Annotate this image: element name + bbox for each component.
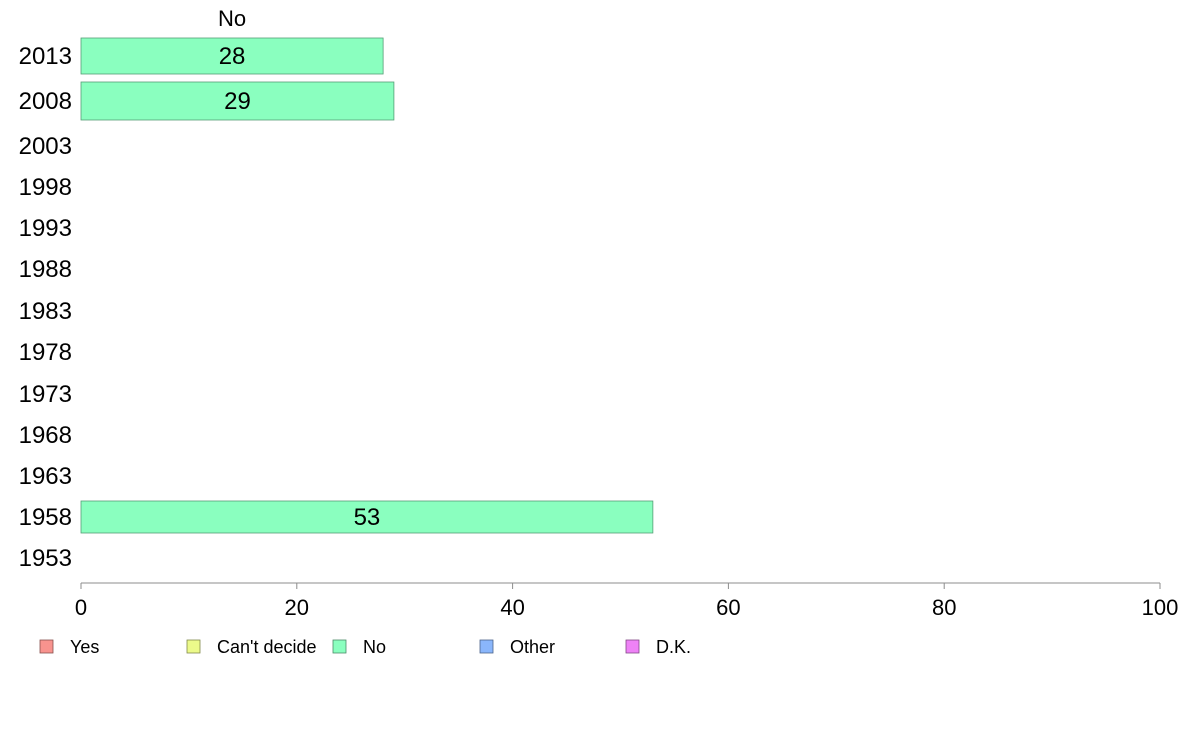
legend-swatch-d-k xyxy=(625,639,640,654)
x-tick-label-40: 40 xyxy=(500,595,524,620)
legend-swatch-other xyxy=(479,639,494,654)
bar-no-2013 xyxy=(80,37,384,75)
x-tick-label-100: 100 xyxy=(1142,595,1179,620)
category-label-1978: 1978 xyxy=(19,339,72,366)
category-labels: 2013 2008 2003 1998 1993 1988 1983 1978 1973 1968… xyxy=(19,43,72,572)
bars: 28 29 53 xyxy=(80,37,654,534)
bar-value-label-2008: 29 xyxy=(224,88,251,115)
category-label-1983: 1983 xyxy=(19,298,72,325)
category-label-2008: 2008 xyxy=(19,88,72,115)
x-tick-label-80: 80 xyxy=(932,595,956,620)
category-label-1988: 1988 xyxy=(19,256,72,283)
category-label-1968: 1968 xyxy=(19,422,72,449)
legend-swatch-yes xyxy=(39,639,54,654)
category-label-2003: 2003 xyxy=(19,133,72,160)
legend-swatch-no xyxy=(332,639,347,654)
legend-label-yes: Yes xyxy=(70,637,99,657)
x-tick-label-20: 20 xyxy=(285,595,309,620)
x-tick-label-0: 0 xyxy=(75,595,87,620)
bar-no-1958 xyxy=(80,500,654,534)
category-label-1958: 1958 xyxy=(19,504,72,531)
category-label-1963: 1963 xyxy=(19,463,72,490)
bar-value-label-2013: 28 xyxy=(219,43,246,70)
category-label-1953: 1953 xyxy=(19,545,72,572)
category-label-2013: 2013 xyxy=(19,43,72,70)
category-label-1998: 1998 xyxy=(19,174,72,201)
x-tick-label-60: 60 xyxy=(716,595,740,620)
legend-swatch-can-t-decide xyxy=(186,639,201,654)
category-label-1973: 1973 xyxy=(19,381,72,408)
bar-no-2008 xyxy=(80,81,395,121)
category-label-1993: 1993 xyxy=(19,215,72,242)
legend-label-no: No xyxy=(363,637,386,657)
series-header-layer: No xyxy=(218,6,246,31)
legend-label-other: Other xyxy=(510,637,555,657)
legend-label-can-t-decide: Can't decide xyxy=(217,637,317,657)
legend-label-d-k: D.K. xyxy=(656,637,691,657)
legend: Yes Can't decide No Other D.K. xyxy=(39,637,691,657)
series-header: No xyxy=(218,6,246,31)
x-axis: 0 20 40 60 80 100 xyxy=(75,582,1179,620)
bar-value-label-1958: 53 xyxy=(354,504,381,531)
